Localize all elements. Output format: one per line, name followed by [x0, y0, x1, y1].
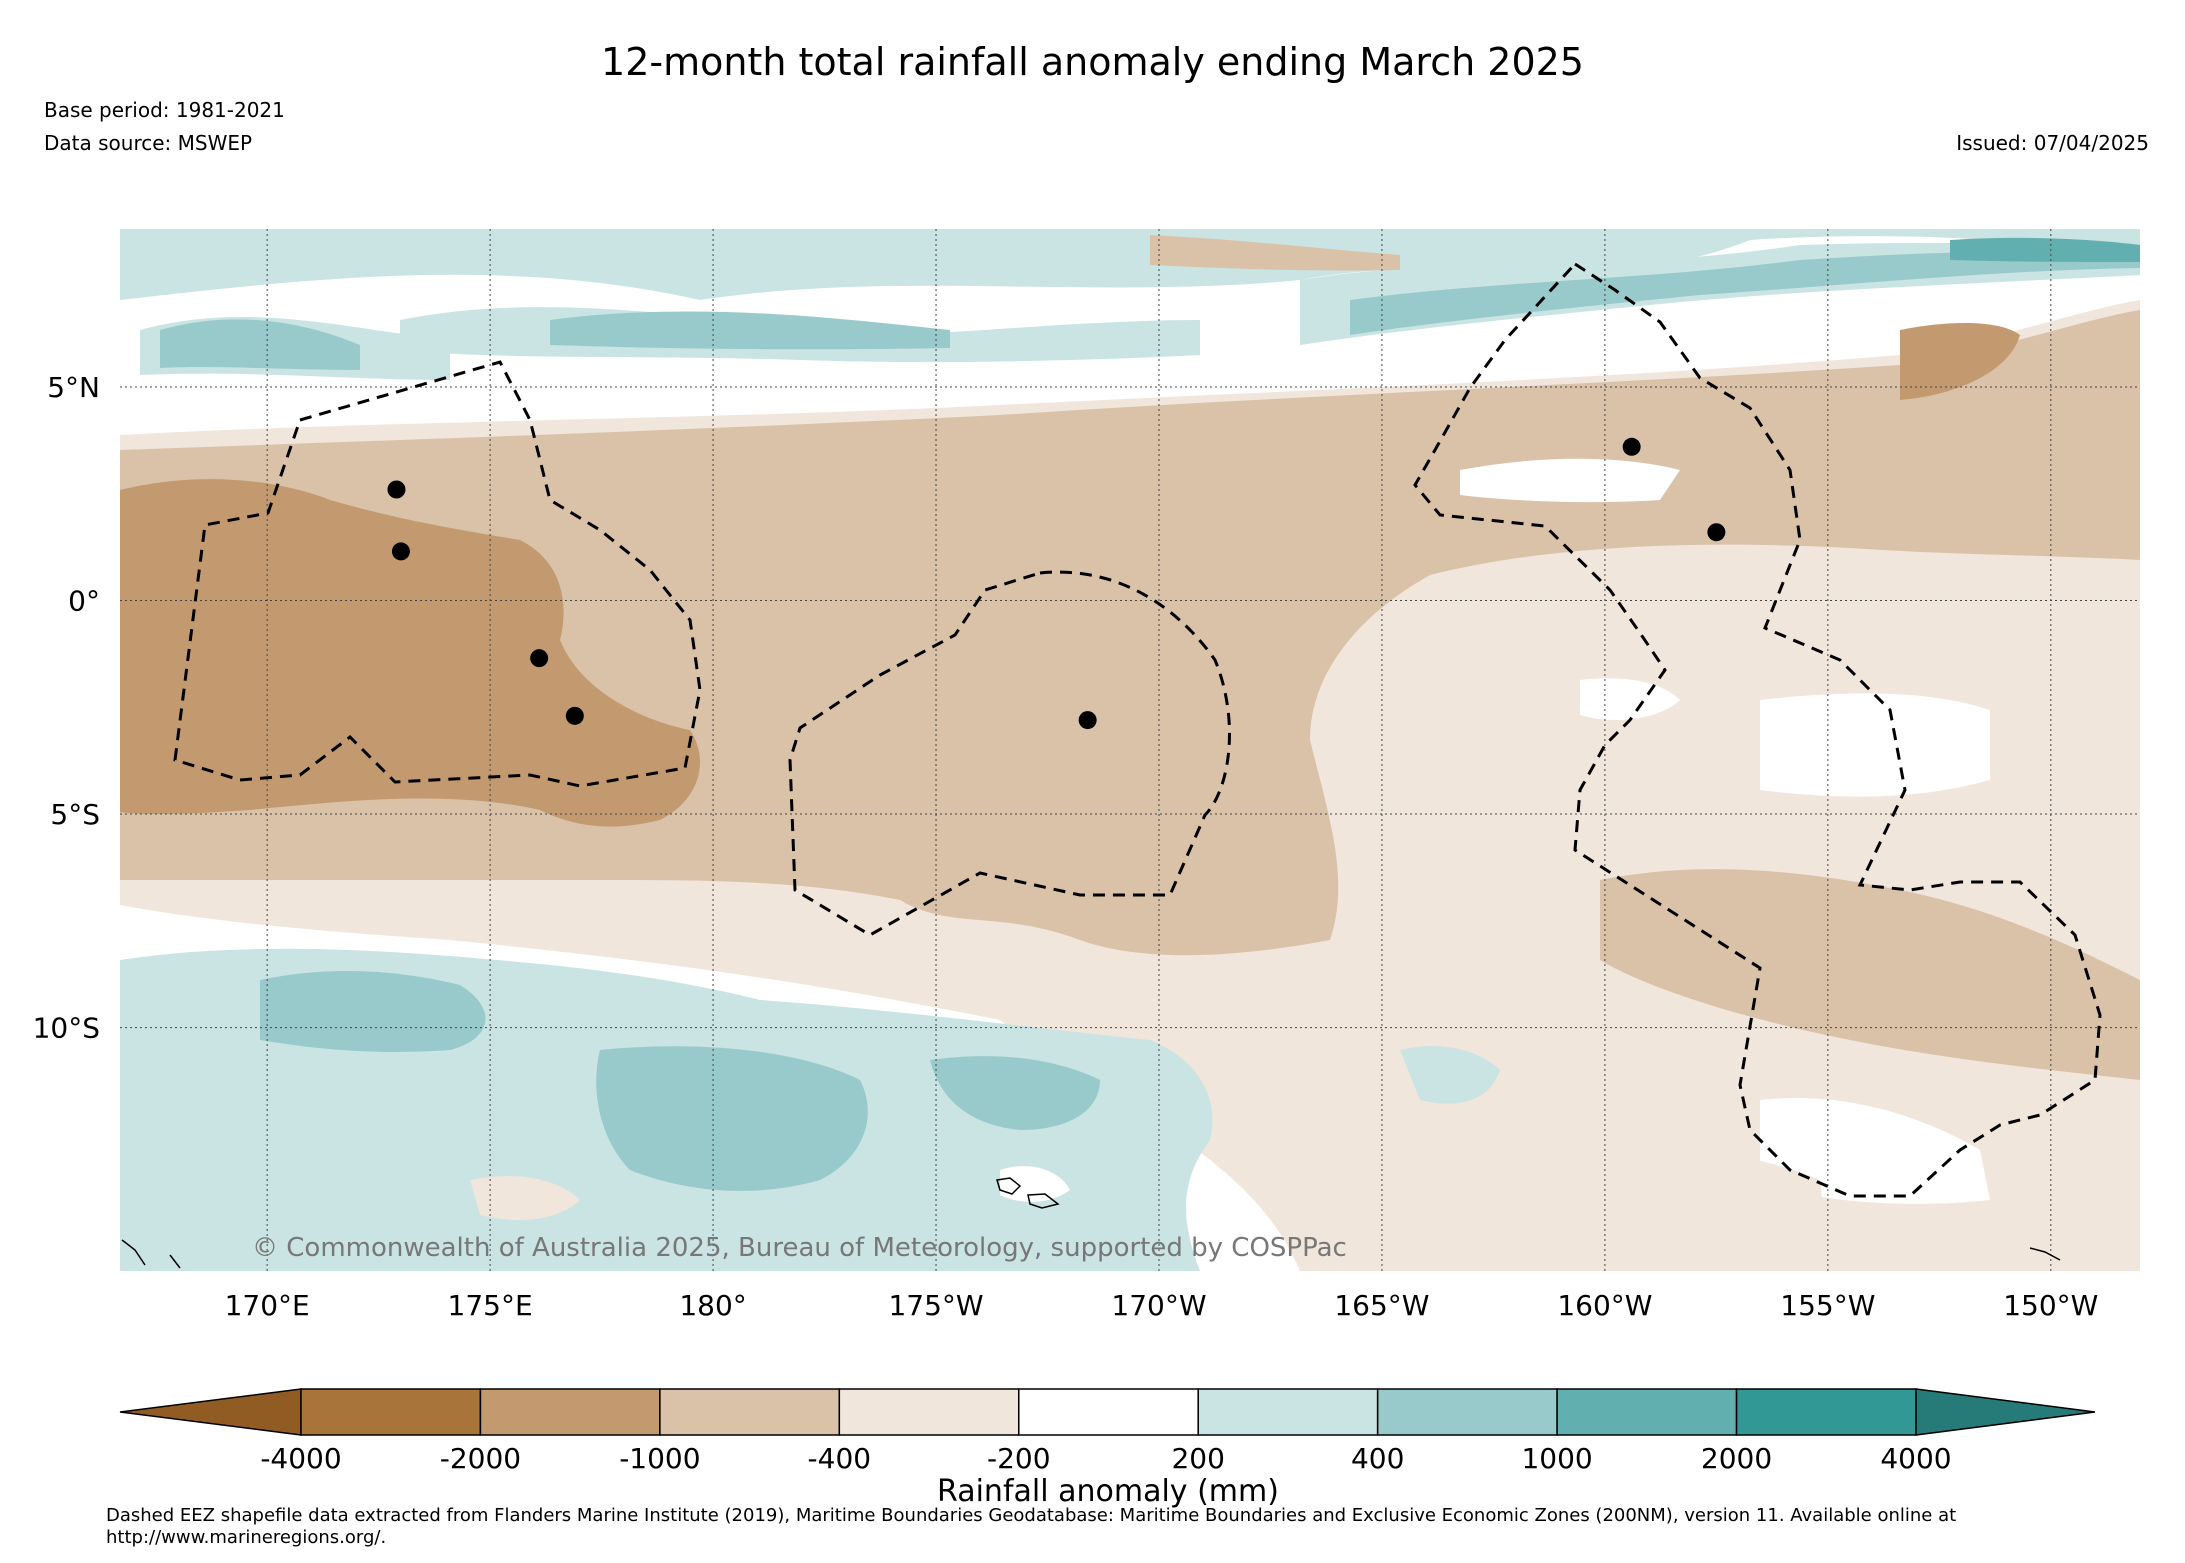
colorbar-tick-label: 200 — [1171, 1442, 1224, 1475]
colorbar-bin — [1376, 1388, 1558, 1436]
island-outlines — [121, 1177, 2061, 1269]
colorbar-bin — [1197, 1388, 1379, 1436]
lat-tick-label: 5°S — [50, 798, 100, 831]
colorbar-tick-labels: -4000 -2000 -1000 -400 -200 200 400 1000 2000 400… — [260, 1442, 1951, 1475]
colorbar — [119, 1388, 2096, 1436]
data-source: Data source: MSWEP — [44, 131, 253, 155]
station-marker — [387, 480, 406, 499]
colorbar-tick-label: -1000 — [619, 1442, 700, 1475]
lon-tick-label: 170°W — [1111, 1289, 1206, 1322]
base-period: Base period: 1981-2021 — [44, 98, 285, 122]
colorbar-tick-label: 4000 — [1880, 1442, 1951, 1475]
station-marker — [1707, 523, 1726, 542]
lon-tick-label: 175°W — [888, 1289, 983, 1322]
lat-tick-label: 5°N — [47, 371, 100, 404]
station-marker — [391, 542, 410, 561]
eez-boundaries — [173, 262, 2102, 1198]
colorbar-tick-label: 2000 — [1701, 1442, 1772, 1475]
lon-tick-label: 150°W — [2003, 1289, 2098, 1322]
anomaly-field — [120, 229, 2140, 1271]
colorbar-bin — [1556, 1388, 1738, 1436]
colorbar-tick-label: -200 — [987, 1442, 1051, 1475]
colorbar-low-extend — [119, 1388, 302, 1436]
lon-tick-label: 160°W — [1557, 1289, 1652, 1322]
colorbar-tick-label: -4000 — [260, 1442, 341, 1475]
colorbar-tick-label: 400 — [1351, 1442, 1404, 1475]
colorbar-bin — [479, 1388, 661, 1436]
longitude-labels: 170°E 175°E 180° 175°W 170°W 165°W 160°W 155°W 1… — [225, 1289, 2099, 1322]
station-marker — [530, 649, 549, 668]
latitude-labels: 5°N 0° 5°S 10°S — [33, 371, 100, 1045]
lat-tick-label: 10°S — [33, 1012, 100, 1045]
station-marker — [1622, 437, 1641, 456]
colorbar-tick-label: -2000 — [440, 1442, 521, 1475]
station-marker — [1078, 711, 1097, 730]
copyright-notice: © Commonwealth of Australia 2025, Bureau… — [252, 1233, 1347, 1263]
colorbar-tick-label: 1000 — [1521, 1442, 1592, 1475]
lon-tick-label: 155°W — [1780, 1289, 1875, 1322]
issued-date: Issued: 07/04/2025 — [1956, 131, 2149, 155]
lon-tick-label: 170°E — [225, 1289, 310, 1322]
colorbar-bin — [659, 1388, 841, 1436]
station-markers — [387, 437, 1726, 730]
lat-tick-label: 0° — [68, 585, 100, 618]
colorbar-bin — [838, 1388, 1020, 1436]
colorbar-tick-label: -400 — [808, 1442, 872, 1475]
station-marker — [565, 706, 584, 725]
map-title: 12-month total rainfall anomaly ending M… — [601, 40, 1584, 84]
colorbar-title: Rainfall anomaly (mm) — [937, 1474, 1279, 1509]
colorbar-high-extend — [1915, 1388, 2096, 1436]
footnote: Dashed EEZ shapefile data extracted from… — [106, 1505, 1957, 1548]
graticule — [120, 229, 2140, 1271]
colorbar-bin — [1735, 1388, 1917, 1436]
lon-tick-label: 165°W — [1334, 1289, 1429, 1322]
lon-tick-label: 175°E — [448, 1289, 533, 1322]
lon-tick-label: 180° — [679, 1289, 746, 1322]
colorbar-bin — [300, 1388, 482, 1436]
colorbar-bin — [1018, 1388, 1199, 1436]
